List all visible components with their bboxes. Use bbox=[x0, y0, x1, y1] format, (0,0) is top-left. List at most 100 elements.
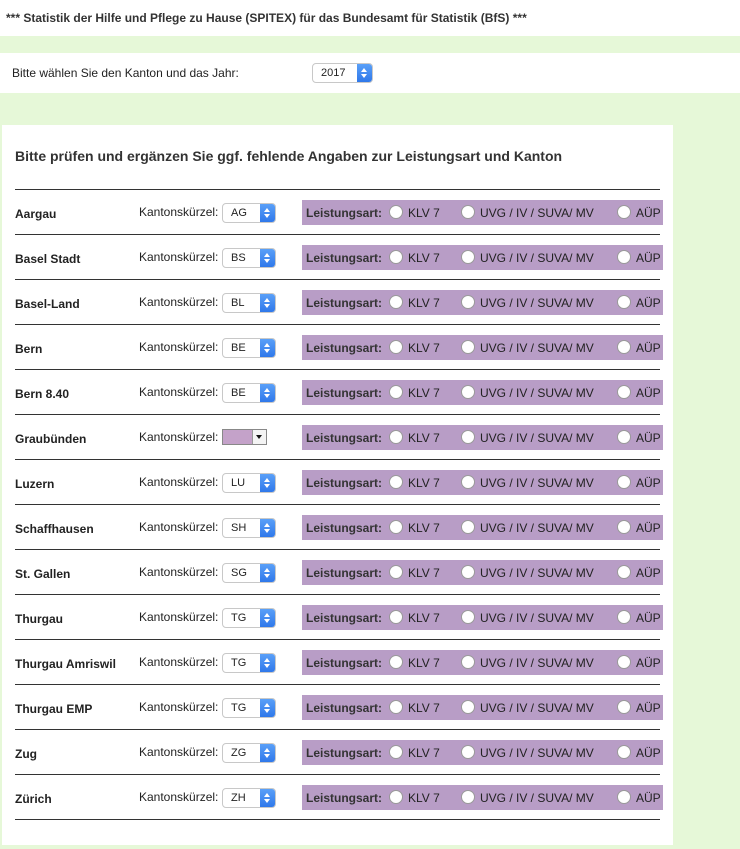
radio-uvg[interactable] bbox=[461, 520, 475, 534]
leistungsart-group: Leistungsart: KLV 7 UVG / IV / SUVA/ MV … bbox=[302, 695, 663, 720]
radio-aup[interactable] bbox=[617, 475, 631, 489]
kanton-name: Graubünden bbox=[15, 432, 87, 446]
radio-aup[interactable] bbox=[617, 655, 631, 669]
kanton-code-label: Kantonskürzel: bbox=[139, 385, 219, 399]
kanton-code-select[interactable]: TG bbox=[222, 698, 276, 718]
option-aup-label: AÜP bbox=[636, 566, 661, 580]
radio-klv7[interactable] bbox=[389, 745, 403, 759]
select-arrows-icon bbox=[260, 564, 275, 582]
radio-klv7[interactable] bbox=[389, 520, 403, 534]
kanton-code-value: SG bbox=[231, 567, 247, 579]
radio-aup[interactable] bbox=[617, 250, 631, 264]
radio-klv7[interactable] bbox=[389, 430, 403, 444]
kanton-name: Thurgau EMP bbox=[15, 702, 93, 716]
chevron-down-icon bbox=[252, 430, 266, 444]
radio-uvg[interactable] bbox=[461, 655, 475, 669]
leistungsart-group: Leistungsart: KLV 7 UVG / IV / SUVA/ MV … bbox=[302, 335, 663, 360]
kanton-row: Bern Kantonskürzel: BE Leistungsart: KLV… bbox=[15, 324, 663, 369]
radio-aup[interactable] bbox=[617, 430, 631, 444]
option-uvg-label: UVG / IV / SUVA/ MV bbox=[480, 791, 594, 805]
kanton-code-select[interactable]: SG bbox=[222, 563, 276, 583]
radio-aup[interactable] bbox=[617, 745, 631, 759]
radio-klv7[interactable] bbox=[389, 610, 403, 624]
option-klv7-label: KLV 7 bbox=[408, 386, 440, 400]
kanton-code-value: BE bbox=[231, 342, 246, 354]
radio-aup[interactable] bbox=[617, 340, 631, 354]
kanton-row: Basel-Land Kantonskürzel: BL Leistungsar… bbox=[15, 279, 663, 324]
kanton-name: Basel Stadt bbox=[15, 252, 81, 266]
kanton-list: Aargau Kantonskürzel: AG Leistungsart: K… bbox=[15, 189, 663, 820]
kanton-code-select[interactable]: BE bbox=[222, 383, 276, 403]
kanton-name: Bern bbox=[15, 342, 43, 356]
kanton-code-select[interactable] bbox=[222, 429, 267, 445]
kanton-code-select[interactable]: BE bbox=[222, 338, 276, 358]
radio-aup[interactable] bbox=[617, 205, 631, 219]
kanton-row: Schaffhausen Kantonskürzel: SH Leistungs… bbox=[15, 504, 663, 549]
kanton-row: Zürich Kantonskürzel: ZH Leistungsart: K… bbox=[15, 774, 663, 820]
kanton-row: Zug Kantonskürzel: ZG Leistungsart: KLV … bbox=[15, 729, 663, 774]
radio-uvg[interactable] bbox=[461, 790, 475, 804]
kanton-code-select[interactable]: TG bbox=[222, 608, 276, 628]
option-klv7-label: KLV 7 bbox=[408, 476, 440, 490]
radio-uvg[interactable] bbox=[461, 250, 475, 264]
option-klv7-label: KLV 7 bbox=[408, 791, 440, 805]
radio-klv7[interactable] bbox=[389, 655, 403, 669]
leistungsart-group: Leistungsart: KLV 7 UVG / IV / SUVA/ MV … bbox=[302, 650, 663, 675]
leistungsart-label: Leistungsart: bbox=[306, 611, 383, 625]
radio-uvg[interactable] bbox=[461, 565, 475, 579]
radio-aup[interactable] bbox=[617, 610, 631, 624]
page-title: *** Statistik der Hilfe und Pflege zu Ha… bbox=[0, 0, 740, 36]
leistungsart-label: Leistungsart: bbox=[306, 431, 383, 445]
radio-uvg[interactable] bbox=[461, 340, 475, 354]
kanton-code-value: BS bbox=[231, 252, 246, 264]
radio-aup[interactable] bbox=[617, 700, 631, 714]
radio-klv7[interactable] bbox=[389, 700, 403, 714]
radio-klv7[interactable] bbox=[389, 340, 403, 354]
option-uvg-label: UVG / IV / SUVA/ MV bbox=[480, 611, 594, 625]
radio-klv7[interactable] bbox=[389, 385, 403, 399]
radio-uvg[interactable] bbox=[461, 475, 475, 489]
leistungsart-panel: Bitte prüfen und ergänzen Sie ggf. fehle… bbox=[2, 125, 673, 845]
leistungsart-label: Leistungsart: bbox=[306, 206, 383, 220]
radio-klv7[interactable] bbox=[389, 790, 403, 804]
radio-aup[interactable] bbox=[617, 520, 631, 534]
radio-klv7[interactable] bbox=[389, 295, 403, 309]
radio-klv7[interactable] bbox=[389, 250, 403, 264]
radio-klv7[interactable] bbox=[389, 475, 403, 489]
option-uvg-label: UVG / IV / SUVA/ MV bbox=[480, 476, 594, 490]
select-arrows-icon bbox=[260, 294, 275, 312]
radio-uvg[interactable] bbox=[461, 385, 475, 399]
option-aup-label: AÜP bbox=[636, 296, 661, 310]
kanton-code-select[interactable]: AG bbox=[222, 203, 276, 223]
radio-aup[interactable] bbox=[617, 790, 631, 804]
option-aup-label: AÜP bbox=[636, 521, 661, 535]
kanton-name: Zürich bbox=[15, 792, 52, 806]
radio-uvg[interactable] bbox=[461, 205, 475, 219]
option-klv7-label: KLV 7 bbox=[408, 341, 440, 355]
year-select[interactable]: 2017 bbox=[312, 63, 373, 83]
kanton-code-select[interactable]: SH bbox=[222, 518, 276, 538]
radio-uvg[interactable] bbox=[461, 610, 475, 624]
kanton-name: Zug bbox=[15, 747, 37, 761]
radio-uvg[interactable] bbox=[461, 745, 475, 759]
kanton-code-select[interactable]: ZH bbox=[222, 788, 276, 808]
option-klv7-label: KLV 7 bbox=[408, 206, 440, 220]
radio-aup[interactable] bbox=[617, 565, 631, 579]
kanton-code-label: Kantonskürzel: bbox=[139, 340, 219, 354]
kanton-code-label: Kantonskürzel: bbox=[139, 565, 219, 579]
kanton-code-select[interactable]: ZG bbox=[222, 743, 276, 763]
leistungsart-label: Leistungsart: bbox=[306, 341, 383, 355]
kanton-code-value: BE bbox=[231, 387, 246, 399]
radio-aup[interactable] bbox=[617, 295, 631, 309]
kanton-code-select[interactable]: TG bbox=[222, 653, 276, 673]
radio-klv7[interactable] bbox=[389, 205, 403, 219]
kanton-code-select[interactable]: LU bbox=[222, 473, 276, 493]
radio-uvg[interactable] bbox=[461, 700, 475, 714]
kanton-code-select[interactable]: BL bbox=[222, 293, 276, 313]
radio-klv7[interactable] bbox=[389, 565, 403, 579]
leistungsart-group: Leistungsart: KLV 7 UVG / IV / SUVA/ MV … bbox=[302, 290, 663, 315]
kanton-code-select[interactable]: BS bbox=[222, 248, 276, 268]
radio-aup[interactable] bbox=[617, 385, 631, 399]
radio-uvg[interactable] bbox=[461, 295, 475, 309]
radio-uvg[interactable] bbox=[461, 430, 475, 444]
